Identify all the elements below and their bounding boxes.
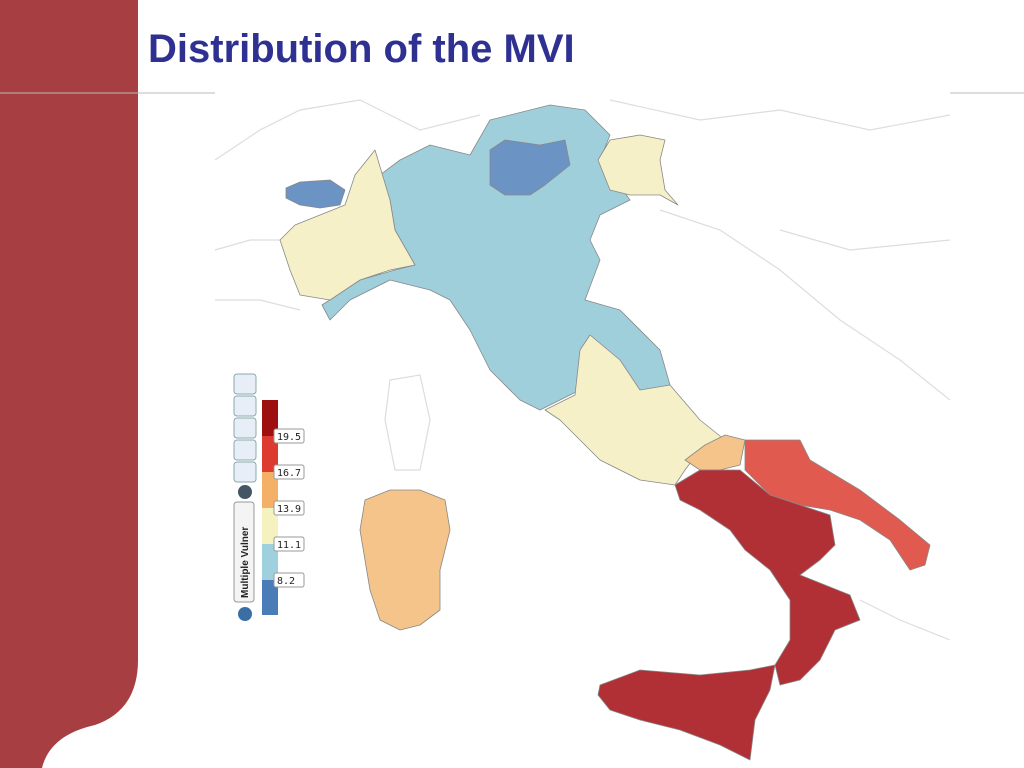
- help-button[interactable]: [238, 607, 252, 621]
- legend-break-label: 11.1: [277, 540, 301, 551]
- region: [597, 134, 679, 206]
- legend-swatch: [262, 580, 278, 615]
- region: [674, 469, 861, 686]
- region: [597, 664, 776, 761]
- tool-button[interactable]: [233, 395, 257, 417]
- legend-swatch: [262, 472, 278, 508]
- map: [279, 104, 931, 761]
- legend-swatch: [262, 508, 278, 544]
- region: [285, 179, 346, 209]
- legend-break-box: [273, 572, 305, 588]
- slide-title: Distribution of the MVI: [148, 27, 575, 71]
- legend-break-box: [273, 464, 305, 480]
- tool-button[interactable]: [233, 417, 257, 439]
- region: [489, 139, 571, 196]
- map-tools: Multiple Vulner: [233, 373, 257, 621]
- legend-break-label: 19.5: [277, 432, 301, 443]
- legend-break-box: [273, 500, 305, 516]
- tool-button[interactable]: [233, 461, 257, 483]
- background-borders: [214, 99, 951, 641]
- info-button[interactable]: [238, 485, 252, 499]
- legend-swatch: [262, 544, 278, 580]
- legend: 19.5 16.7 13.9 11.1 8.2: [262, 400, 305, 615]
- legend-swatch: [262, 400, 278, 436]
- side-band: [0, 0, 138, 768]
- indicator-label: Multiple Vulner: [240, 527, 251, 598]
- legend-swatch: [262, 436, 278, 472]
- region: [359, 489, 451, 631]
- region: [279, 149, 416, 301]
- legend-break-box: [273, 428, 305, 444]
- pan-tool[interactable]: [233, 373, 257, 395]
- legend-break-label: 13.9: [277, 504, 301, 515]
- legend-break-box: [273, 536, 305, 552]
- indicator-selector[interactable]: [233, 501, 255, 603]
- legend-break-label: 8.2: [277, 576, 295, 587]
- tool-button[interactable]: [233, 439, 257, 461]
- legend-break-label: 16.7: [277, 468, 301, 479]
